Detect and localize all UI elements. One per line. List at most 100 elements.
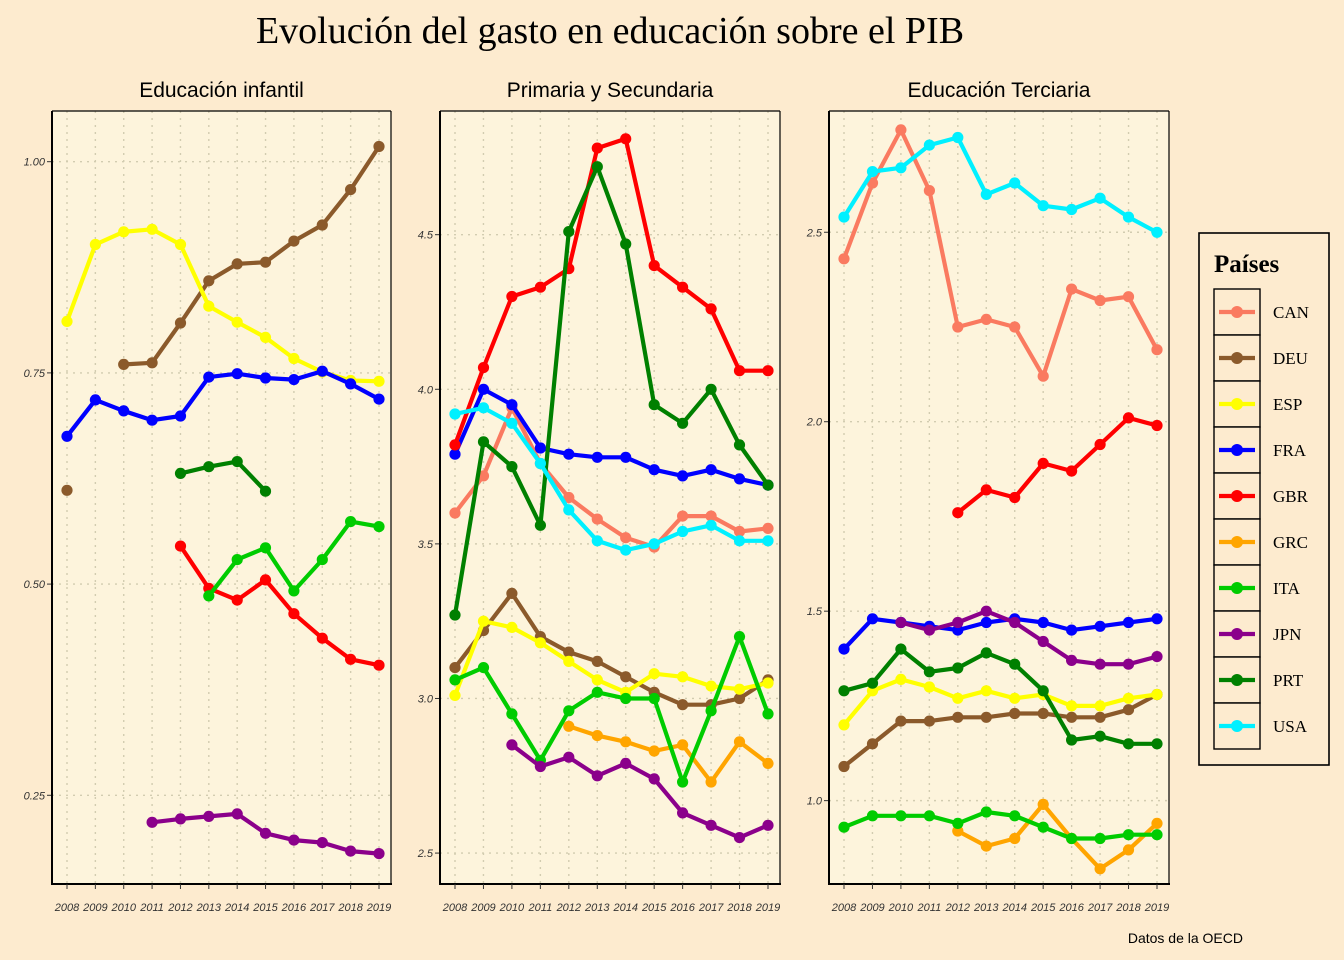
- data-point: [1066, 734, 1078, 746]
- data-point: [259, 372, 272, 384]
- x-tick-label: 2011: [917, 902, 942, 914]
- data-point: [1066, 654, 1078, 667]
- x-tick-label: 2008: [831, 902, 857, 914]
- x-tick-label: 2011: [139, 902, 164, 914]
- data-point: [146, 223, 158, 235]
- panel-background: [440, 111, 780, 884]
- data-point: [895, 643, 907, 655]
- data-point: [923, 185, 936, 197]
- y-tick-label: 1.5: [807, 606, 823, 618]
- y-tick-label: 0.25: [24, 790, 46, 802]
- data-point: [259, 331, 272, 343]
- data-point: [534, 442, 547, 454]
- data-point: [705, 776, 717, 788]
- data-point: [1094, 658, 1106, 670]
- series-grc: [952, 798, 1163, 875]
- data-point: [677, 776, 689, 788]
- data-point: [733, 535, 746, 547]
- data-point: [923, 139, 936, 151]
- legend-item-ita: ITA: [1213, 564, 1301, 612]
- data-point: [591, 142, 603, 154]
- data-point: [563, 504, 575, 516]
- data-point: [449, 507, 461, 519]
- data-point: [1151, 829, 1163, 841]
- data-point: [1122, 844, 1135, 856]
- data-point: [648, 538, 660, 550]
- data-point: [288, 585, 300, 597]
- data-point: [477, 470, 490, 482]
- data-point: [231, 594, 243, 606]
- data-point: [345, 845, 357, 857]
- data-point: [838, 719, 850, 731]
- x-tick-label: 2010: [888, 902, 914, 914]
- data-point: [534, 281, 547, 293]
- data-point: [316, 554, 328, 566]
- data-point: [733, 832, 746, 844]
- data-point: [620, 736, 632, 748]
- data-point: [231, 456, 243, 468]
- data-point: [838, 643, 850, 655]
- data-point: [1094, 192, 1106, 204]
- data-point: [1151, 226, 1163, 238]
- y-tick-label: 2.5: [806, 227, 823, 239]
- data-point: [118, 226, 130, 238]
- data-point: [1009, 616, 1021, 629]
- data-point: [477, 662, 490, 674]
- series-can: [838, 124, 1163, 382]
- data-point: [1037, 635, 1049, 648]
- series-esp: [838, 673, 1163, 731]
- data-point: [1122, 211, 1135, 223]
- legend-key-point: [1231, 352, 1243, 364]
- x-tick-label: 2011: [528, 902, 553, 914]
- data-point: [1094, 730, 1106, 742]
- data-point: [345, 378, 357, 390]
- data-point: [1151, 651, 1163, 663]
- data-point: [203, 590, 215, 602]
- legend-label: JPN: [1273, 625, 1301, 644]
- x-tick-label: 2009: [82, 902, 107, 914]
- x-tick-label: 2015: [641, 902, 667, 914]
- data-point: [174, 238, 187, 251]
- legend-key-point: [1231, 628, 1243, 640]
- y-tick-label: 1.00: [24, 157, 46, 169]
- series-gbr: [449, 133, 774, 451]
- panel-educacion-infantil: 0.25 0.50 0.75 1.00 2008 2009 2010 2011 2012 2013…: [24, 79, 392, 914]
- data-point: [203, 275, 215, 287]
- x-tick-label: 2016: [281, 902, 307, 914]
- series-gbr: [174, 540, 385, 671]
- data-point: [174, 317, 187, 329]
- data-point: [1094, 438, 1106, 451]
- data-point: [1066, 283, 1078, 295]
- data-point: [174, 540, 187, 552]
- data-point: [534, 457, 547, 470]
- legend-key-point: [1231, 398, 1243, 410]
- data-point: [705, 680, 717, 692]
- data-point: [1037, 798, 1049, 811]
- legend-key-point: [1231, 582, 1243, 594]
- series-usa: [838, 131, 1163, 238]
- data-point: [838, 253, 850, 265]
- x-tick-label: 2015: [1030, 902, 1056, 914]
- series-usa: [449, 402, 774, 556]
- data-point: [1037, 685, 1049, 697]
- data-point: [288, 608, 300, 620]
- data-point: [477, 362, 490, 374]
- data-point: [762, 757, 774, 770]
- data-point: [1151, 419, 1163, 432]
- data-point: [1094, 711, 1106, 723]
- data-point: [980, 188, 992, 200]
- data-point: [259, 542, 272, 554]
- y-tick-label: 4.0: [418, 384, 434, 396]
- data-point: [506, 290, 518, 303]
- data-point: [1037, 821, 1049, 833]
- data-point: [1151, 738, 1163, 750]
- data-point: [733, 692, 746, 705]
- data-point: [1122, 704, 1135, 716]
- x-tick-label: 2018: [726, 902, 752, 914]
- data-point: [895, 124, 907, 136]
- data-point: [677, 470, 689, 482]
- x-tick-label: 2016: [669, 902, 695, 914]
- data-point: [762, 535, 774, 547]
- data-point: [288, 235, 300, 247]
